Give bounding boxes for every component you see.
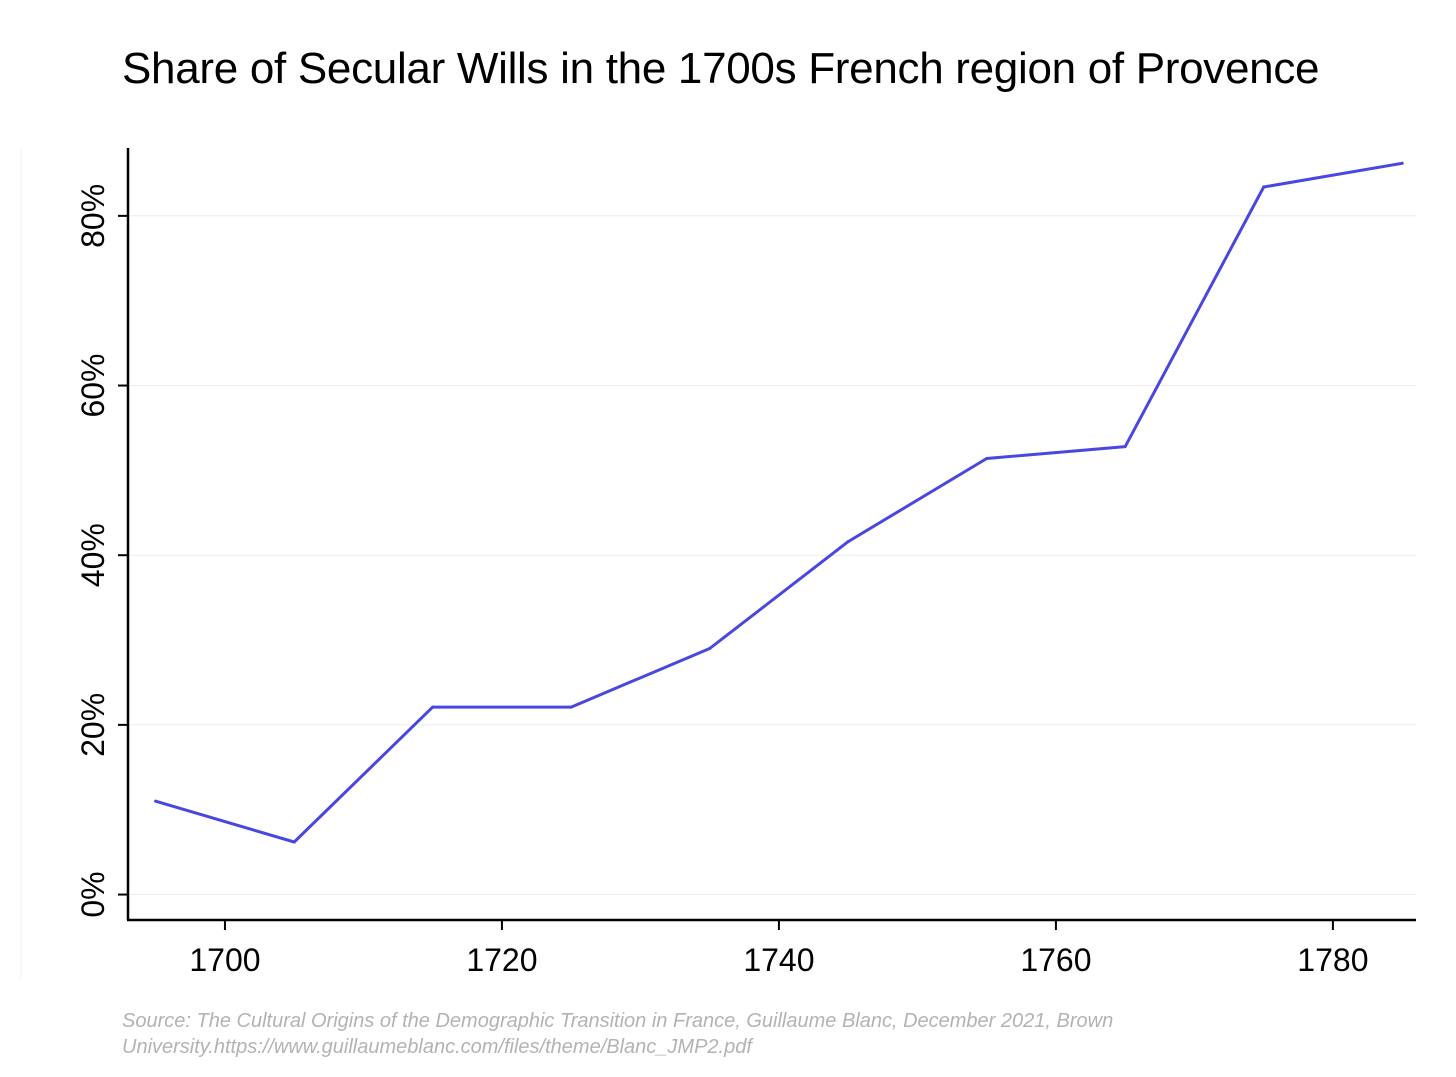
x-ticks: 1700 1720 1740 1760 1780	[189, 920, 1368, 978]
series-line	[154, 161, 1404, 844]
y-tick-label: 80%	[75, 184, 111, 248]
data-point	[846, 540, 850, 544]
x-tick-label: 1700	[189, 942, 260, 978]
y-ticks: 0% 20% 40% 60% 80%	[75, 184, 128, 918]
gridlines	[128, 215, 1416, 896]
axes	[126, 148, 1416, 922]
data-point	[569, 705, 573, 709]
data-point	[1262, 185, 1266, 189]
x-tick-label: 1760	[1020, 942, 1091, 978]
source-note: Source: The Cultural Origins of the Demo…	[122, 1010, 1114, 1058]
y-tick-label: 0%	[75, 871, 111, 917]
data-point	[1123, 445, 1127, 449]
y-tick-label: 60%	[75, 354, 111, 418]
x-tick-label: 1780	[1297, 942, 1368, 978]
line-chart: 0% 20% 40% 60% 80% 1700 1720 1740 1760 1780	[20, 148, 1416, 978]
data-point	[1400, 161, 1404, 165]
series-layer	[154, 161, 1404, 844]
data-point	[154, 799, 158, 803]
data-point	[431, 705, 435, 709]
data-point	[708, 647, 712, 651]
y-tick-label: 20%	[75, 693, 111, 757]
data-point	[985, 456, 989, 460]
x-tick-label: 1740	[743, 942, 814, 978]
x-tick-label: 1720	[466, 942, 537, 978]
y-tick-label: 40%	[75, 523, 111, 587]
chart-title: Share of Secular Wills in the 1700s Fren…	[122, 44, 1320, 93]
data-point	[292, 840, 296, 844]
